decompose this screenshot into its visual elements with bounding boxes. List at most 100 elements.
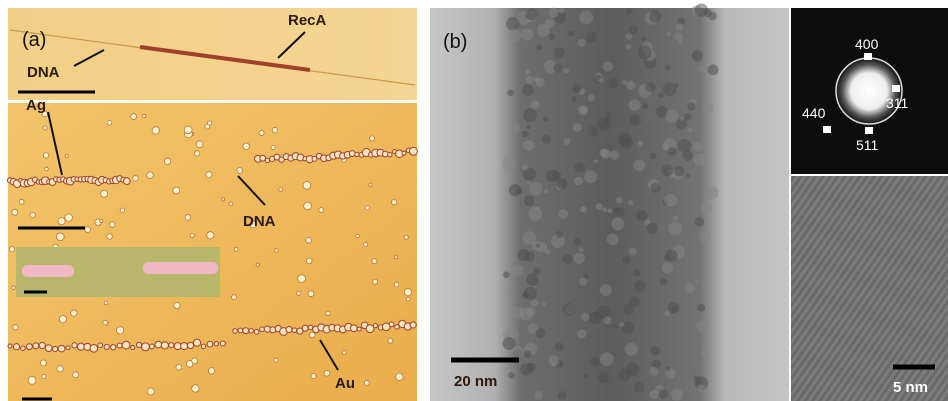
texture-dot (234, 247, 238, 251)
texture-dot (147, 172, 154, 179)
texture-dot (671, 306, 677, 312)
panel-b: (b) 20 nm 400 311 440 511 5 nm (430, 3, 948, 401)
texture-dot (98, 343, 103, 348)
texture-dot (526, 274, 538, 286)
texture-dot (526, 125, 531, 130)
scale-label: 20 nm (454, 373, 497, 390)
texture-dot (306, 258, 312, 264)
texture-dot (556, 231, 563, 238)
texture-dot (149, 344, 154, 349)
texture-dot (65, 214, 73, 222)
texture-dot (143, 114, 146, 117)
texture-dot (599, 78, 604, 83)
texture-dot (508, 372, 514, 378)
texture-dot (626, 8, 632, 14)
texture-dot (133, 176, 139, 182)
texture-dot (272, 127, 277, 132)
texture-dot (583, 273, 589, 279)
texture-dot (667, 147, 676, 156)
texture-dot (256, 263, 259, 266)
texture-dot (201, 344, 205, 348)
texture-dot (510, 306, 524, 320)
texture-dot (523, 140, 534, 151)
texture-dot (141, 343, 149, 351)
texture-dot (45, 345, 52, 352)
texture-dot (120, 208, 125, 213)
texture-dot (117, 343, 122, 348)
texture-dot (522, 84, 534, 96)
texture-dot (604, 316, 612, 324)
texture-dot (697, 384, 705, 392)
texture-dot (59, 316, 66, 323)
texture-dot (608, 78, 618, 88)
texture-dot (536, 244, 540, 248)
texture-dot (243, 143, 250, 150)
texture-dot (645, 82, 655, 92)
texture-dot (564, 68, 569, 73)
texture-dot (66, 346, 70, 350)
texture-dot (607, 233, 619, 245)
texture-dot (584, 170, 597, 183)
texture-dot (123, 178, 130, 185)
texture-dot (695, 279, 699, 283)
texture-dot (260, 327, 265, 332)
texture-dot (593, 312, 599, 318)
texture-dot (671, 389, 683, 401)
texture-dot (260, 155, 266, 161)
texture-dot (205, 124, 210, 129)
texture-dot (580, 106, 587, 113)
texture-dot (208, 368, 214, 374)
texture-dot (634, 280, 646, 292)
texture-dot (563, 138, 570, 145)
texture-dot (509, 184, 521, 196)
texture-dot (33, 343, 39, 349)
texture-dot (389, 322, 394, 327)
texture-dot (57, 366, 63, 372)
texture-dot (680, 117, 684, 121)
texture-dot (507, 90, 514, 97)
texture-dot (502, 157, 516, 171)
texture-dot (665, 310, 670, 315)
texture-dot (355, 152, 359, 156)
texture-dot (43, 153, 48, 158)
texture-dot (396, 373, 403, 380)
texture-dot (42, 375, 46, 379)
texture-dot (563, 303, 576, 316)
texture-dot (558, 391, 567, 400)
inset-wire (143, 262, 218, 274)
texture-dot (571, 96, 576, 101)
afm-image-top (8, 8, 417, 100)
diffraction-index: 400 (855, 36, 879, 52)
texture-dot (222, 198, 225, 201)
texture-dot (665, 250, 677, 262)
texture-dot (292, 328, 297, 333)
texture-dot (666, 366, 671, 371)
texture-dot (369, 183, 372, 186)
texture-dot (600, 352, 614, 366)
texture-dot (602, 207, 607, 212)
texture-dot (350, 325, 357, 332)
texture-dot (622, 256, 630, 264)
texture-dot (573, 123, 582, 132)
texture-dot (697, 304, 705, 312)
texture-dot (174, 302, 180, 308)
texture-dot (522, 131, 529, 138)
texture-dot (207, 341, 213, 347)
texture-dot (311, 373, 316, 378)
texture-dot (678, 139, 691, 152)
texture-dot (529, 207, 543, 221)
texture-dot (107, 234, 113, 240)
texture-dot (531, 100, 540, 109)
texture-dot (388, 152, 392, 156)
scale-label: 5 nm (893, 379, 928, 396)
texture-dot (664, 194, 677, 207)
texture-dot (521, 29, 533, 41)
texture-dot (526, 76, 534, 84)
texture-dot (90, 345, 98, 353)
texture-dot (207, 232, 214, 239)
texture-dot (527, 180, 531, 184)
texture-dot (658, 92, 663, 97)
texture-dot (72, 343, 77, 348)
texture-dot (555, 343, 564, 352)
texture-dot (193, 339, 200, 346)
